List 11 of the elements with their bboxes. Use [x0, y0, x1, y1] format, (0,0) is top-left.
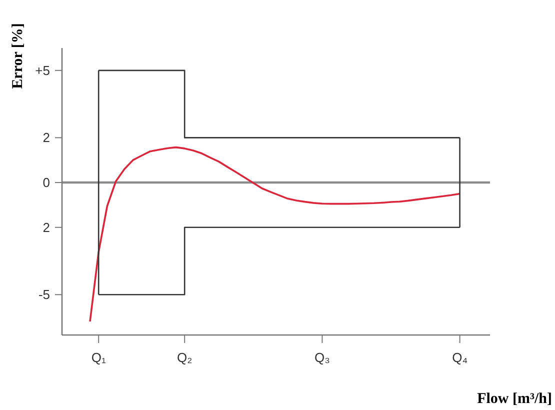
y-tick-label: 2: [42, 130, 50, 146]
y-tick-label: 0: [42, 175, 50, 190]
x-tick-label: Q₂: [177, 350, 192, 365]
y-tick-label: 2: [42, 220, 50, 235]
y-tick-label: +5: [35, 62, 50, 78]
y-tick-label: -5: [38, 287, 50, 302]
y-axis-title: Error [%]: [10, 23, 26, 89]
x-tick-label: Q₄: [452, 350, 468, 365]
x-axis-title: Flow [m³/h]: [477, 391, 552, 407]
x-tick-label: Q₃: [314, 350, 330, 365]
x-tick-label: Q₁: [91, 350, 106, 365]
